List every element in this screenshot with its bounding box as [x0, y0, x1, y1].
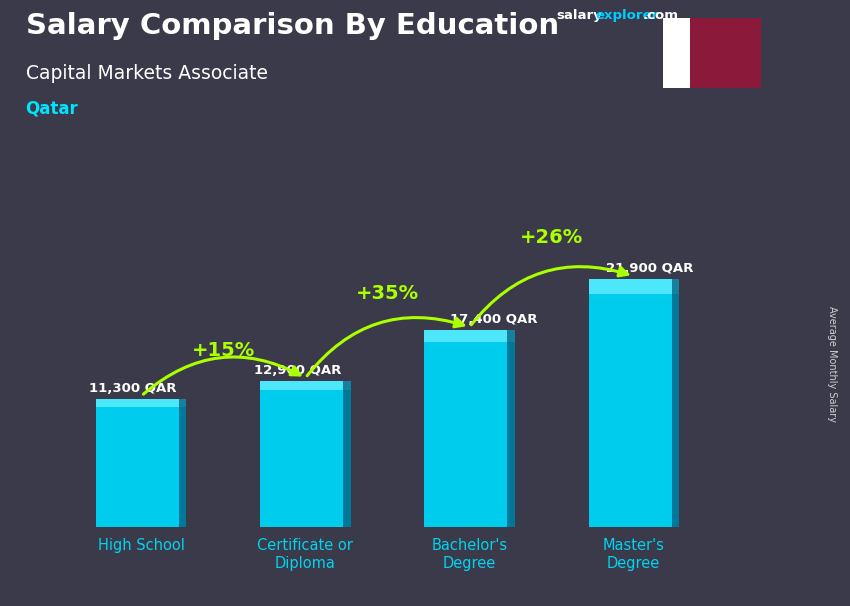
- Polygon shape: [691, 41, 700, 49]
- Text: explorer: explorer: [595, 9, 658, 22]
- Polygon shape: [691, 18, 700, 26]
- Bar: [260, 381, 350, 390]
- Bar: [588, 279, 679, 295]
- Polygon shape: [691, 65, 700, 72]
- Bar: [96, 399, 186, 527]
- Text: .com: .com: [643, 9, 678, 22]
- Polygon shape: [691, 57, 700, 65]
- Bar: [663, 18, 691, 88]
- Bar: [672, 279, 679, 527]
- Bar: [179, 399, 186, 527]
- Text: +15%: +15%: [192, 341, 255, 360]
- Text: salary: salary: [557, 9, 603, 22]
- Text: 17,400 QAR: 17,400 QAR: [450, 313, 538, 326]
- Text: 21,900 QAR: 21,900 QAR: [606, 262, 694, 275]
- Polygon shape: [691, 72, 700, 80]
- Text: Qatar: Qatar: [26, 100, 78, 118]
- Text: +26%: +26%: [520, 228, 583, 247]
- Bar: [424, 330, 515, 527]
- Text: Capital Markets Associate: Capital Markets Associate: [26, 64, 268, 82]
- Polygon shape: [691, 80, 700, 88]
- Text: +35%: +35%: [356, 284, 419, 303]
- Bar: [343, 381, 350, 527]
- Polygon shape: [691, 49, 700, 57]
- Bar: [260, 381, 350, 527]
- Bar: [96, 399, 186, 407]
- Text: Salary Comparison By Education: Salary Comparison By Education: [26, 12, 558, 40]
- Bar: [424, 330, 515, 342]
- Text: 11,300 QAR: 11,300 QAR: [89, 382, 177, 395]
- Polygon shape: [691, 34, 700, 41]
- Text: 12,900 QAR: 12,900 QAR: [253, 364, 341, 377]
- Bar: [588, 279, 679, 527]
- Bar: [507, 330, 515, 527]
- Text: Average Monthly Salary: Average Monthly Salary: [827, 305, 837, 422]
- Polygon shape: [691, 26, 700, 34]
